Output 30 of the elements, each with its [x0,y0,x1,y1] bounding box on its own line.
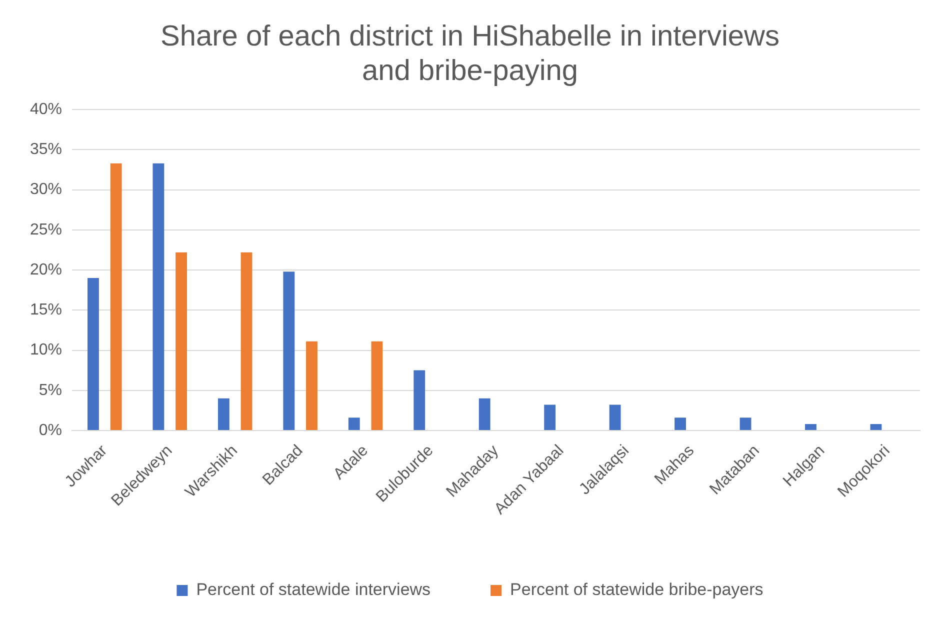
bar [674,418,686,430]
bar [152,163,164,430]
bar [609,404,621,430]
bar [348,418,360,430]
bar [110,163,122,430]
y-tick-label: 5% [38,382,62,399]
bar [870,424,882,430]
legend-label: Percent of statewide bribe-payers [510,580,764,600]
y-tick-label: 40% [30,101,62,118]
y-tick-label: 35% [30,141,62,158]
bar [414,370,426,430]
bar [88,278,99,430]
bar [240,252,252,430]
y-tick-label: 0% [38,422,62,439]
bar [218,398,230,430]
bar [306,341,318,430]
chart-title: Share of each district in HiShabelle in interviews and bribe-paying [160,20,780,88]
bar [283,272,295,430]
y-tick-label: 20% [30,261,62,278]
bar [544,404,556,430]
legend-label: Percent of statewide interviews [196,580,431,600]
bar [805,424,816,430]
y-tick-label: 25% [30,221,62,238]
bar [478,398,490,430]
bar [371,341,383,430]
bar [176,252,187,430]
y-tick-label: 30% [30,181,62,198]
y-tick-label: 10% [30,342,62,359]
bar [740,418,752,430]
y-tick-label: 15% [30,302,62,319]
